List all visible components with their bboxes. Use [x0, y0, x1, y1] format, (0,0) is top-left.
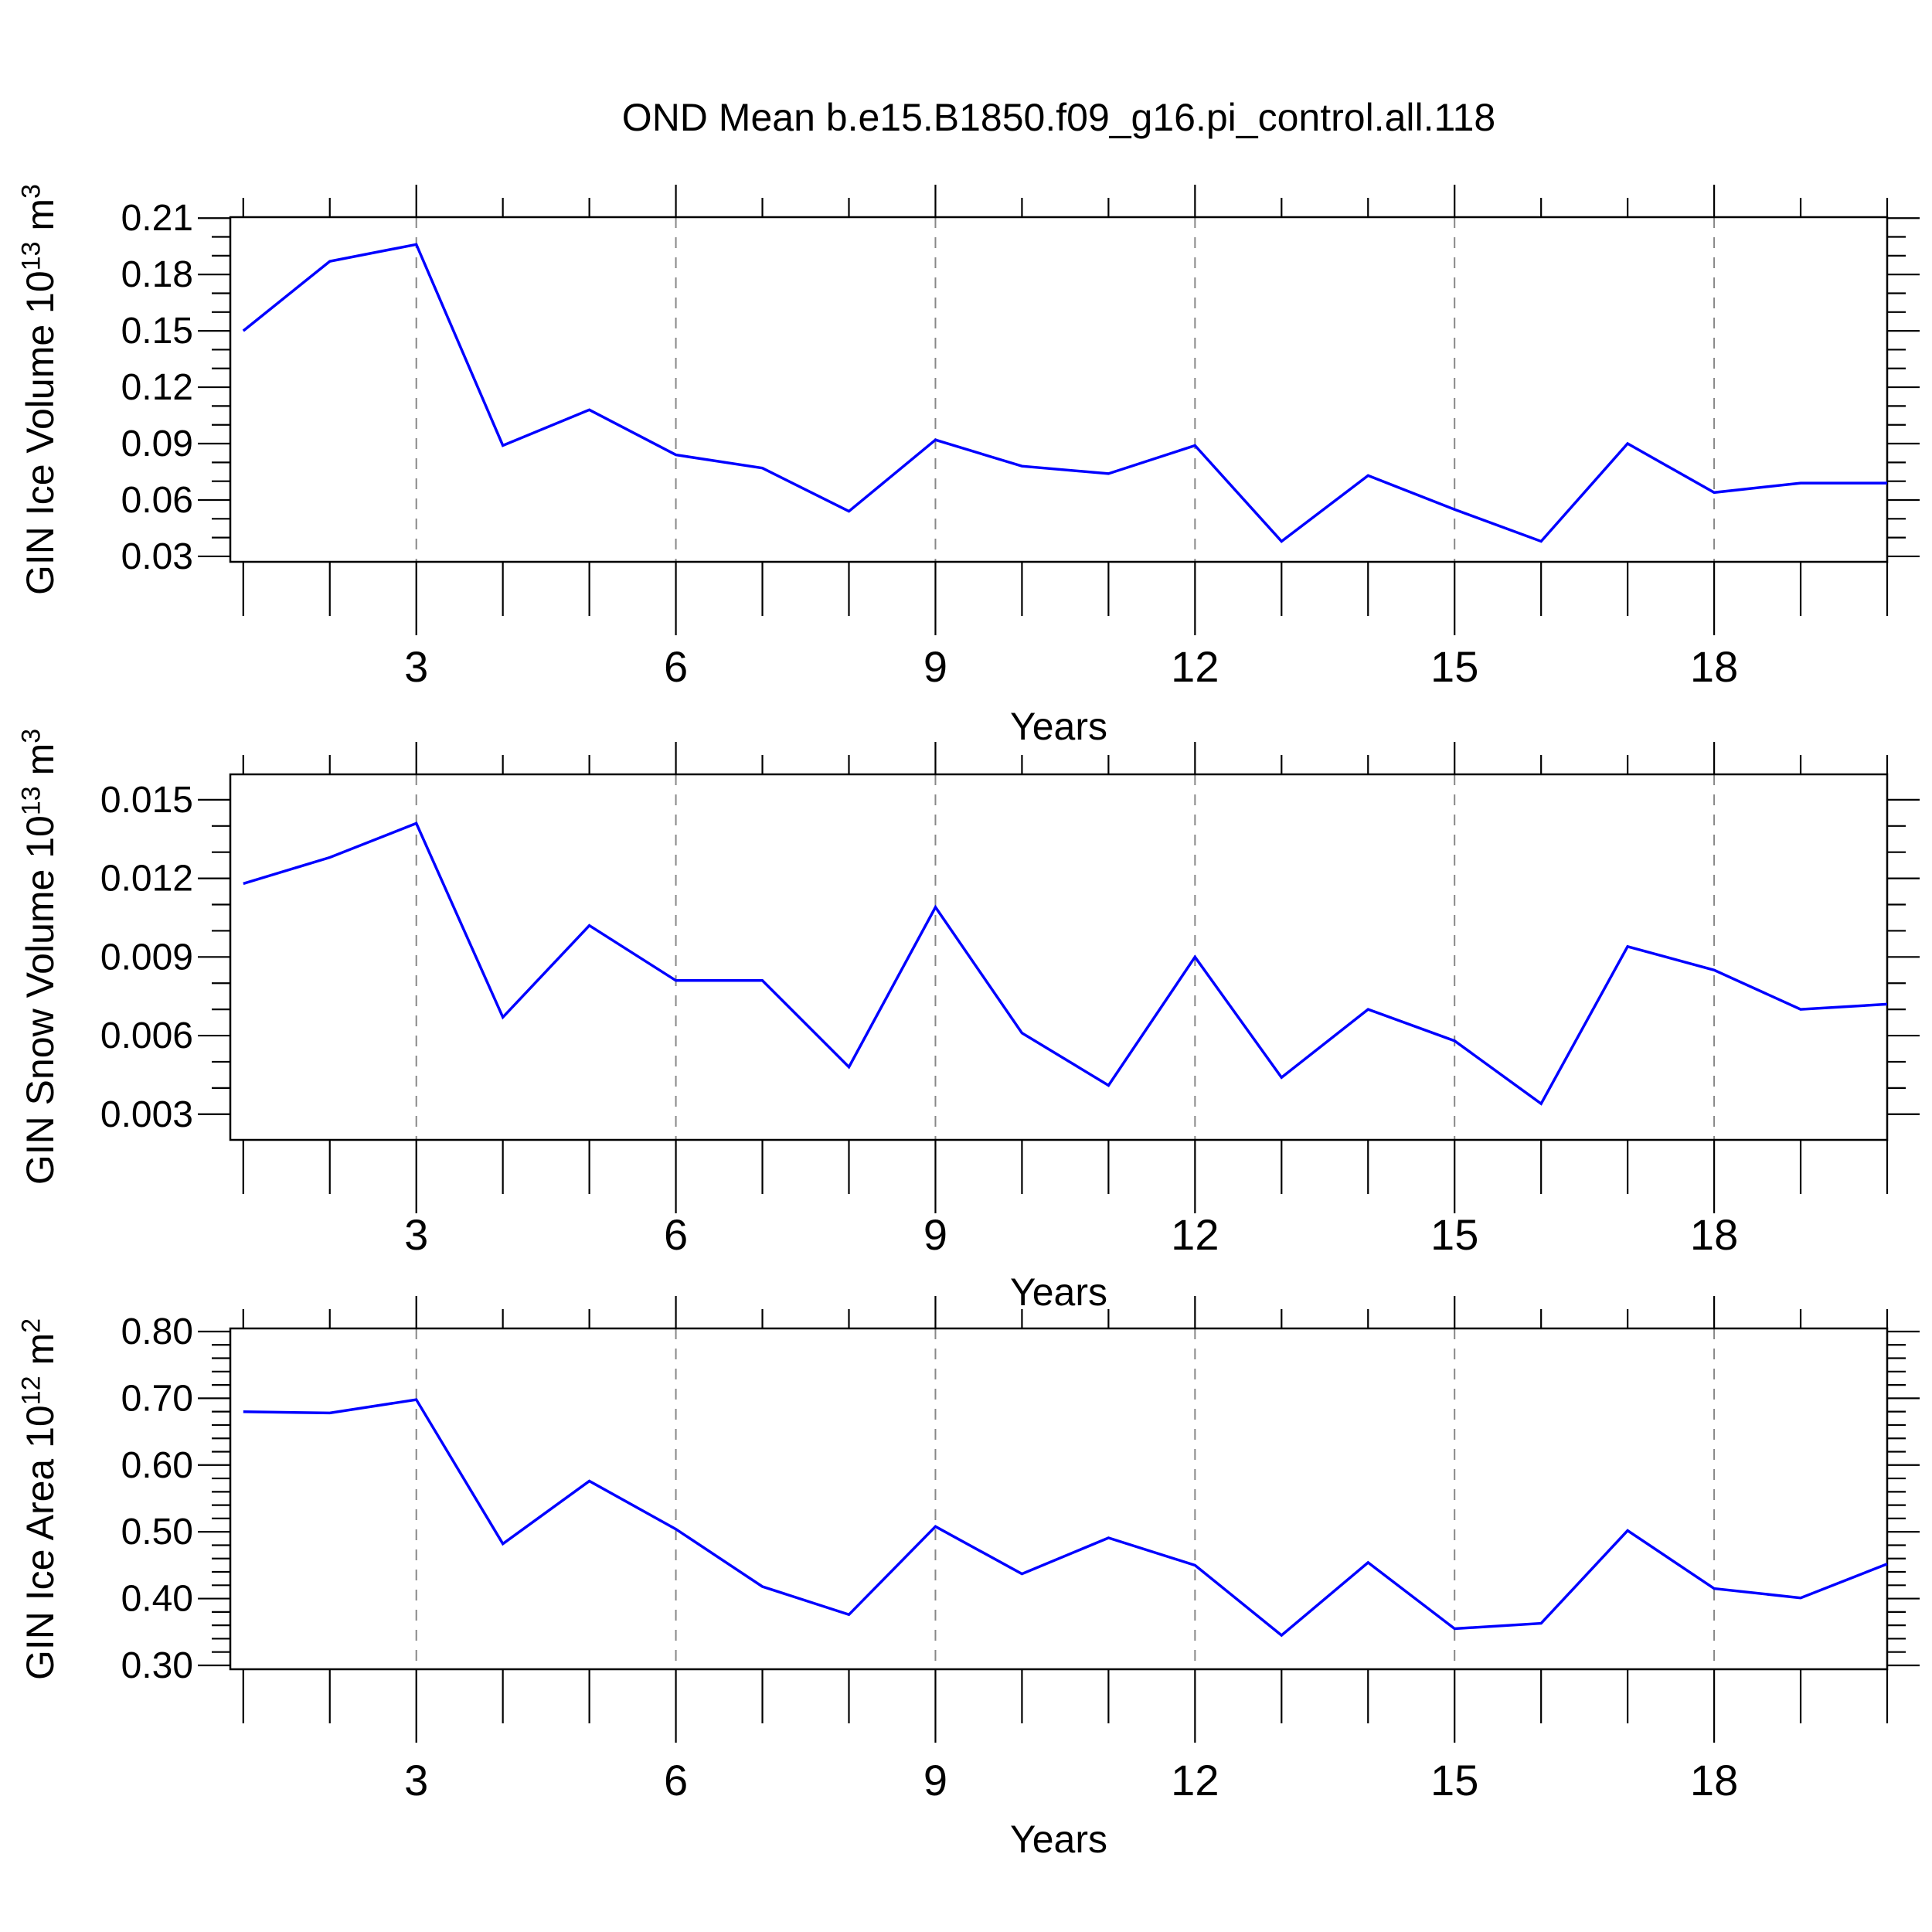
x-tick-label-15: 15	[1430, 1210, 1478, 1259]
x-tick-label-3: 3	[404, 1210, 428, 1259]
y-tick-label-0.15: 0.15	[121, 311, 193, 352]
y-axis-title-text: GIN Ice Area 10	[19, 1405, 62, 1681]
x-tick-label-12: 12	[1171, 1756, 1219, 1804]
y-tick-label-0.03: 0.03	[121, 536, 193, 577]
panel-frame-gin-ice-area	[229, 1327, 1889, 1671]
y-tick-label-0.70: 0.70	[121, 1378, 193, 1419]
unit-exponent: 3	[16, 728, 46, 743]
y-axis-title-ice-area: GIN Ice Area 1012 m2	[16, 1318, 62, 1681]
x-tick-label-6: 6	[664, 642, 688, 691]
y-tick-label-0.30: 0.30	[121, 1645, 193, 1686]
x-tick-label-15: 15	[1430, 1756, 1478, 1804]
x-axis-title-panel-2: Years	[1009, 1270, 1108, 1314]
x-tick-label-6: 6	[664, 1756, 688, 1804]
y-tick-label-0.09: 0.09	[121, 423, 193, 464]
y-tick-label-0.50: 0.50	[121, 1512, 193, 1553]
x-tick-label-18: 18	[1690, 1210, 1738, 1259]
x-axis-title-panel-1: Years	[1009, 705, 1108, 748]
x-tick-label-18: 18	[1690, 642, 1738, 691]
data-line-gin-snow-volume	[243, 821, 1888, 1106]
unit: m	[19, 198, 62, 242]
y-axis-title-text: GIN Snow Volume 10	[19, 815, 62, 1185]
y-axis-title-text: GIN Ice Volume 10	[19, 270, 62, 595]
y-tick-label-0.80: 0.80	[121, 1311, 193, 1352]
exponent: 13	[16, 786, 46, 816]
x-axis-title-panel-3: Years	[1009, 1818, 1108, 1861]
unit: m	[19, 1332, 62, 1376]
y-tick-label-0.006: 0.006	[100, 1015, 193, 1056]
panel-frame-gin-snow-volume	[229, 773, 1889, 1141]
y-tick-label-0.012: 0.012	[100, 859, 193, 900]
y-tick-label-0.06: 0.06	[121, 480, 193, 521]
chart-title: OND Mean b.e15.B1850.f09_g16.pi_control.…	[621, 96, 1496, 139]
y-tick-label-0.60: 0.60	[121, 1445, 193, 1486]
y-tick-label-0.40: 0.40	[121, 1579, 193, 1620]
x-tick-label-3: 3	[404, 1756, 428, 1804]
unit-exponent: 2	[16, 1318, 46, 1333]
y-tick-label-0.21: 0.21	[121, 198, 193, 239]
data-line-gin-ice-area	[243, 1398, 1888, 1638]
x-tick-label-6: 6	[664, 1210, 688, 1259]
x-tick-label-12: 12	[1171, 1210, 1219, 1259]
panel-frame-gin-ice-volume	[229, 216, 1889, 563]
y-axis-title-snow-volume: GIN Snow Volume 1013 m3	[16, 728, 62, 1185]
x-tick-label-9: 9	[923, 1756, 947, 1804]
unit: m	[19, 743, 62, 787]
x-tick-label-18: 18	[1690, 1756, 1738, 1804]
exponent: 12	[16, 1376, 46, 1406]
y-tick-label-0.18: 0.18	[121, 254, 193, 295]
exponent: 13	[16, 241, 46, 271]
y-tick-label-0.009: 0.009	[100, 937, 193, 978]
x-tick-label-9: 9	[923, 1210, 947, 1259]
y-tick-label-0.003: 0.003	[100, 1094, 193, 1135]
x-tick-label-3: 3	[404, 642, 428, 691]
y-axis-title-ice-volume: GIN Ice Volume 1013 m3	[16, 184, 62, 595]
data-line-gin-ice-volume	[242, 243, 1887, 543]
y-tick-label-0.12: 0.12	[121, 367, 193, 408]
x-tick-label-15: 15	[1430, 642, 1478, 691]
x-tick-label-9: 9	[923, 642, 947, 691]
y-tick-label-0.015: 0.015	[100, 780, 193, 821]
x-tick-label-12: 12	[1171, 642, 1219, 691]
unit-exponent: 3	[16, 184, 46, 199]
